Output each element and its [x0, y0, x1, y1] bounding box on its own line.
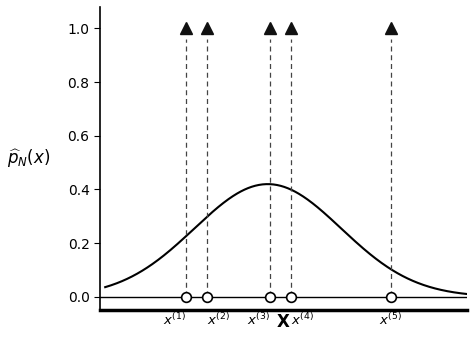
Text: $x^{(5)}$: $x^{(5)}$ — [380, 312, 402, 328]
Text: $x^{(2)}$: $x^{(2)}$ — [208, 312, 230, 328]
Text: $x^{(1)}$: $x^{(1)}$ — [164, 312, 186, 328]
Y-axis label: $\widehat{p}_N(x)$: $\widehat{p}_N(x)$ — [7, 147, 50, 170]
Text: $x^{(3)}$: $x^{(3)}$ — [247, 312, 270, 328]
Text: $x^{(4)}$: $x^{(4)}$ — [292, 312, 314, 328]
X-axis label: X: X — [277, 313, 290, 331]
